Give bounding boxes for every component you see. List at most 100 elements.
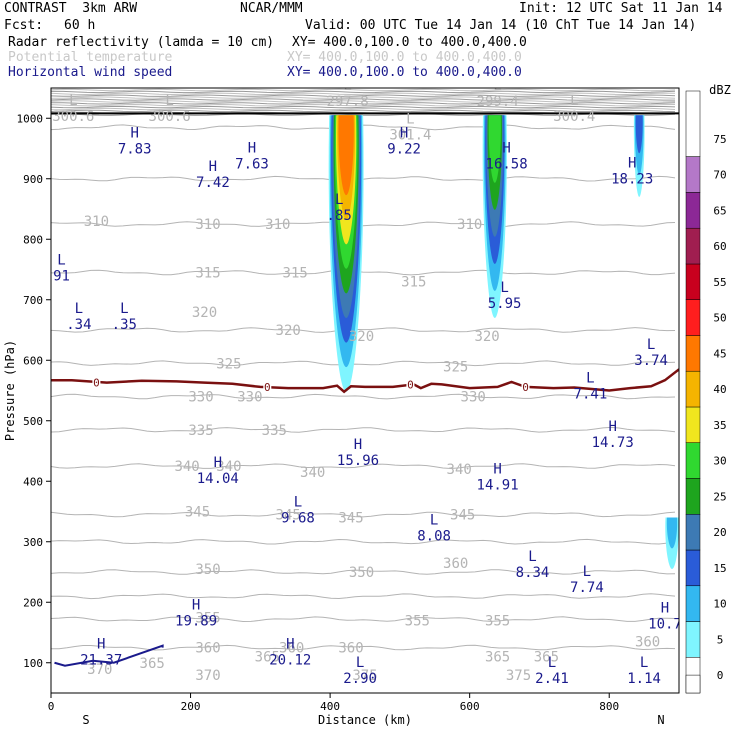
theta-label: 375 [506,668,531,684]
x-tick-label: 800 [599,700,619,713]
theta-label: 345 [338,511,363,527]
freezing-level-label: 0 [407,378,414,391]
wind-extremum-letter: L [120,301,128,317]
y-tick-label: 800 [23,233,43,246]
wind-extremum-value: 91 [53,269,70,285]
theta-extremum-value: 297.8 [327,94,369,110]
theta-isoline [51,426,676,433]
theta-label: 375 [352,668,377,684]
theta-isoline [51,593,676,600]
reflectivity-cell-10dbz [666,517,678,549]
theta-extremum-value: 301.4 [389,127,431,143]
jet-speed-contour [54,644,164,667]
theta-label: 320 [474,329,499,345]
theta-isoline [51,644,676,651]
wind-extremum-letter: L [586,371,594,387]
y-tick-label: 100 [23,657,43,670]
wind-extremum-value: 7.74 [570,580,604,596]
colorbar-level-label: 5 [717,633,724,646]
theta-label: 335 [262,423,287,439]
wind-extremum-value: 16.58 [486,157,528,173]
theta-label: 360 [443,556,468,572]
colorbar-level-label: 35 [713,419,726,432]
theta-label: 315 [283,266,308,282]
freezing-level-label: 0 [522,381,529,394]
wind-extremum-letter: H [608,419,616,435]
theta-label: 365 [140,656,165,672]
wind-extremum-value: 7.42 [196,175,230,191]
wind-extremum-value: 2.90 [343,671,377,687]
colorbar-level-label: 55 [713,276,726,289]
wind-extremum-letter: H [209,159,217,175]
theta-label: 360 [635,635,660,651]
theta-label: 340 [174,459,199,475]
wind-extremum-value: 7.83 [118,142,152,158]
wind-extremum-letter: L [583,564,591,580]
wind-extremum-value: 1.14 [627,671,661,687]
plot-background [51,88,679,693]
plot-frame [50,87,680,694]
stratosphere-isentrope [51,103,676,107]
theta-extremum-letter: L [69,93,77,109]
stratosphere-isentrope [51,88,676,92]
colorbar-level-label: 70 [713,169,726,182]
wind-extremum-letter: L [548,655,556,671]
reflectivity-cell-45dbz [338,115,354,196]
colorbar-level-label: 40 [713,383,726,396]
theta-label: 350 [349,565,374,581]
wind-extremum-value: 14.04 [197,471,239,487]
y-tick-label: 200 [23,596,43,609]
theta-extremum-value: 300.6 [149,109,191,125]
theta-label: 330 [461,390,486,406]
colorbar-level-label: 30 [713,455,726,468]
stratosphere-isentrope [51,107,676,111]
wind-extremum-letter: H [628,156,636,172]
colorbar-level-label: 10 [713,598,726,611]
theta-label: 355 [405,613,430,629]
stratosphere-isentrope [51,100,676,103]
theta-label: 310 [195,217,220,233]
reflectivity-cell-30dbz [488,115,501,183]
colorbar-level-label: 25 [713,490,726,503]
y-tick-label: 500 [23,415,43,428]
theta-extremum-value: 299.4 [477,94,519,110]
colorbar-level-label: 50 [713,312,726,325]
stratosphere-isentrope [51,105,676,109]
colorbar-bin [685,227,701,265]
freezing-label-bg [521,381,530,392]
theta-label: 325 [443,359,468,375]
wind-extremum-letter: H [661,600,669,616]
wind-extremum-value: 14.91 [477,477,519,493]
theta-label: 320 [349,329,374,345]
x-tick-label: 200 [181,700,201,713]
wind-extremum-letter: H [502,141,510,157]
theta-label: 365 [534,650,559,666]
wind-extremum-value: .35 [112,317,137,333]
x-tick-label: 600 [460,700,480,713]
freezing-label-bg [92,377,101,388]
theta-label: 355 [485,613,510,629]
theta-label: 310 [457,217,482,233]
theta-extremum-letter: L [493,78,501,94]
wind-extremum-letter: L [647,337,655,353]
freezing-label-bg [263,381,272,392]
x-end-label-south: S [82,713,89,727]
theta-label: 320 [276,323,301,339]
wind-extremum-value: 5.95 [488,296,522,312]
wind-extremum-letter: H [400,126,408,142]
field-wind-label: Horizontal wind speed [8,65,173,80]
theta-extremum-letter: L [406,111,414,127]
wind-extremum-value: .34 [66,317,91,333]
wind-extremum-letter: H [354,437,362,453]
theta-isoline [51,463,676,470]
colorbar-title: dBZ [709,83,731,97]
wind-extremum-letter: L [528,549,536,565]
colorbar-bin [685,442,701,479]
y-tick-label: 600 [23,354,43,367]
theta-label: 310 [265,217,290,233]
y-tick-label: 700 [23,294,43,307]
theta-extremum-letter: L [165,93,173,109]
theta-isoline [51,393,676,400]
field-theta-xy: XY= 400.0,100.0 to 400.0,400.0 [287,50,522,65]
